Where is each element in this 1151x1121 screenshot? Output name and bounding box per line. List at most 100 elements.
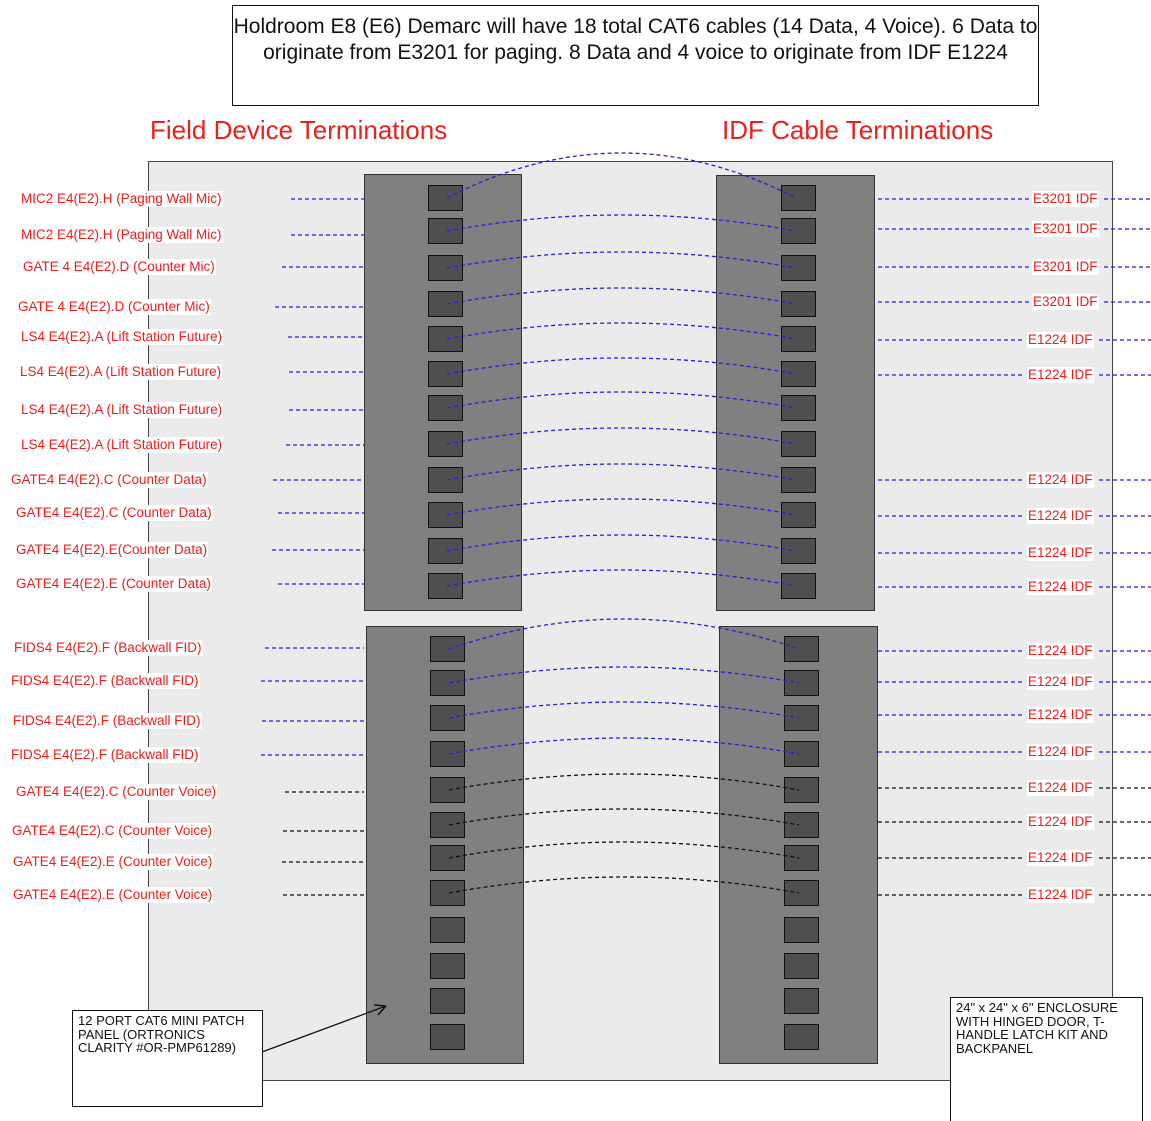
- right-lower-port-4: [784, 741, 819, 767]
- field-device-label: GATE4 E4(E2).C (Counter Data): [15, 505, 213, 521]
- cross-connect-upper: [446, 322, 797, 340]
- cross-connect-lower: [448, 841, 800, 859]
- idf-label: E1224 IDF: [1027, 332, 1094, 348]
- right-lower-port-12: [784, 1024, 819, 1050]
- callout-arrowhead: [373, 1004, 387, 1016]
- cross-connect-lower: [448, 666, 800, 684]
- enclosure-backpanel: [148, 161, 1113, 1081]
- left-lower-port-2: [430, 670, 465, 696]
- left-lower-port-8: [430, 880, 465, 906]
- field-device-label: GATE4 E4(E2).E (Counter Data): [15, 576, 212, 592]
- right-upper-port-3: [781, 255, 816, 281]
- field-device-label: FIDS4 E4(E2).F (Backwall FID): [13, 640, 203, 656]
- right-upper-port-11: [781, 538, 816, 564]
- left-upper-port-3: [428, 255, 463, 281]
- idf-label: E1224 IDF: [1027, 674, 1094, 690]
- cross-connect-lower: [448, 808, 800, 826]
- right-upper-port-8: [781, 431, 816, 457]
- right-upper-port-6: [781, 361, 816, 387]
- idf-label: E1224 IDF: [1027, 545, 1094, 561]
- left-upper-port-11: [428, 538, 463, 564]
- patch-panel-callout: 12 PORT CAT6 MINI PATCH PANEL (ORTRONICS…: [72, 1010, 263, 1107]
- left-upper-port-5: [428, 326, 463, 352]
- field-device-label: FIDS4 E4(E2).F (Backwall FID): [12, 713, 202, 729]
- right-lower-port-1: [784, 636, 819, 662]
- field-device-label: LS4 E4(E2).A (Lift Station Future): [20, 329, 224, 345]
- left-lower-port-6: [430, 812, 465, 838]
- cross-connect-upper: [446, 391, 797, 409]
- cross-connect-upper: [446, 152, 797, 199]
- cross-connect-upper: [446, 357, 797, 375]
- field-device-label: GATE4 E4(E2).E (Counter Voice): [12, 854, 214, 870]
- cross-connect-upper: [446, 251, 797, 269]
- right-upper-port-12: [781, 573, 816, 599]
- idf-label: E3201 IDF: [1032, 191, 1099, 207]
- field-device-label: GATE 4 E4(E2).D (Counter Mic): [17, 299, 211, 315]
- field-device-label: GATE4 E4(E2).C (Counter Voice): [15, 784, 218, 800]
- right-lower-port-7: [784, 845, 819, 871]
- idf-label: E1224 IDF: [1027, 707, 1094, 723]
- cross-connect-upper: [446, 498, 797, 516]
- cross-connect-upper: [446, 427, 797, 445]
- cross-connect-upper: [446, 463, 797, 481]
- cross-connect-lower: [448, 701, 800, 719]
- idf-label: E1224 IDF: [1027, 508, 1094, 524]
- field-device-heading: Field Device Terminations: [150, 115, 448, 145]
- left-upper-port-9: [428, 467, 463, 493]
- right-upper-port-4: [781, 291, 816, 317]
- right-lower-port-10: [784, 953, 819, 979]
- cross-connect-upper: [446, 287, 797, 305]
- idf-label: E3201 IDF: [1032, 294, 1099, 310]
- field-device-label: LS4 E4(E2).A (Lift Station Future): [20, 402, 224, 418]
- field-device-label: MIC2 E4(E2).H (Paging Wall Mic): [20, 227, 223, 243]
- cable-summary-note: Holdroom E8 (E6) Demarc will have 18 tot…: [232, 5, 1039, 106]
- left-lower-port-1: [430, 636, 465, 662]
- idf-label: E3201 IDF: [1032, 259, 1099, 275]
- idf-label: E1224 IDF: [1027, 643, 1094, 659]
- right-lower-port-3: [784, 705, 819, 731]
- right-upper-port-2: [781, 218, 816, 244]
- right-upper-port-7: [781, 395, 816, 421]
- idf-label: E3201 IDF: [1032, 221, 1099, 237]
- left-lower-port-12: [430, 1024, 465, 1050]
- idf-label: E1224 IDF: [1027, 579, 1094, 595]
- left-lower-port-3: [430, 705, 465, 731]
- idf-label: E1224 IDF: [1027, 367, 1094, 383]
- right-lower-port-5: [784, 777, 819, 803]
- left-upper-port-6: [428, 361, 463, 387]
- right-upper-port-1: [781, 185, 816, 211]
- cross-connect-lower: [448, 773, 800, 791]
- field-device-label: GATE4 E4(E2).C (Counter Voice): [11, 823, 214, 839]
- idf-label: E1224 IDF: [1027, 850, 1094, 866]
- cross-connect-lower: [448, 737, 800, 755]
- right-upper-port-9: [781, 467, 816, 493]
- left-upper-port-10: [428, 502, 463, 528]
- left-lower-port-7: [430, 845, 465, 871]
- idf-label: E1224 IDF: [1027, 780, 1094, 796]
- right-lower-port-6: [784, 812, 819, 838]
- left-upper-port-7: [428, 395, 463, 421]
- left-lower-port-5: [430, 777, 465, 803]
- right-lower-port-8: [784, 880, 819, 906]
- right-lower-port-2: [784, 670, 819, 696]
- enclosure-callout: 24" x 24" x 6" ENCLOSURE WITH HINGED DOO…: [950, 997, 1143, 1121]
- left-upper-port-8: [428, 431, 463, 457]
- field-device-label: MIC2 E4(E2).H (Paging Wall Mic): [20, 191, 223, 207]
- left-upper-port-12: [428, 573, 463, 599]
- cross-connect-lower: [448, 876, 800, 894]
- field-device-label: FIDS4 E4(E2).F (Backwall FID): [10, 673, 200, 689]
- right-upper-port-5: [781, 326, 816, 352]
- field-device-label: FIDS4 E4(E2).F (Backwall FID): [10, 747, 200, 763]
- idf-label: E1224 IDF: [1027, 814, 1094, 830]
- idf-label: E1224 IDF: [1027, 744, 1094, 760]
- cross-connect-upper: [446, 534, 797, 552]
- right-lower-port-9: [784, 917, 819, 943]
- left-lower-port-11: [430, 988, 465, 1014]
- callout-arrow-line: [261, 1005, 387, 1053]
- idf-label: E1224 IDF: [1027, 472, 1094, 488]
- left-upper-port-1: [428, 185, 463, 211]
- left-lower-port-9: [430, 917, 465, 943]
- field-device-label: LS4 E4(E2).A (Lift Station Future): [20, 437, 224, 453]
